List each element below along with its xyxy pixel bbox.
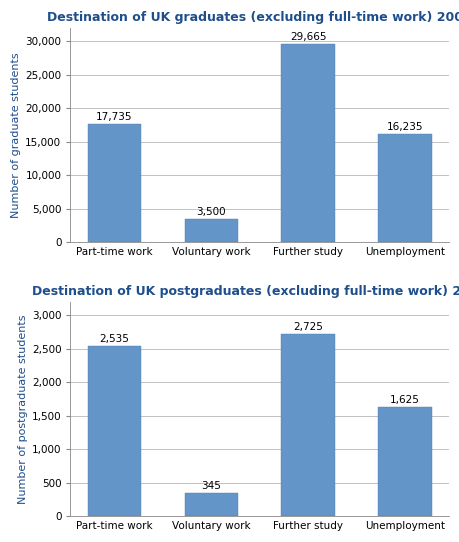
Bar (184, 493, 237, 516)
Y-axis label: Number of postgraduate students: Number of postgraduate students (17, 314, 28, 504)
Y-axis label: Number of graduate students: Number of graduate students (11, 53, 21, 218)
Text: 1,625: 1,625 (389, 395, 419, 405)
Text: 2,725: 2,725 (292, 321, 322, 332)
Bar (281, 334, 334, 516)
Text: 345: 345 (201, 481, 221, 491)
Text: 16,235: 16,235 (386, 121, 422, 132)
Title: Destination of UK graduates (excluding full-time work) 2008: Destination of UK graduates (excluding f… (47, 11, 459, 24)
Bar (378, 407, 431, 516)
Bar (378, 133, 431, 242)
Text: 2,535: 2,535 (99, 334, 129, 344)
Title: Destination of UK postgraduates (excluding full-time work) 2008: Destination of UK postgraduates (excludi… (32, 285, 459, 298)
Text: 3,500: 3,500 (196, 207, 225, 217)
Bar (184, 219, 237, 242)
Bar (88, 124, 140, 242)
Text: 17,735: 17,735 (96, 112, 132, 121)
Bar (88, 346, 140, 516)
Bar (281, 44, 334, 242)
Text: 29,665: 29,665 (289, 31, 325, 42)
